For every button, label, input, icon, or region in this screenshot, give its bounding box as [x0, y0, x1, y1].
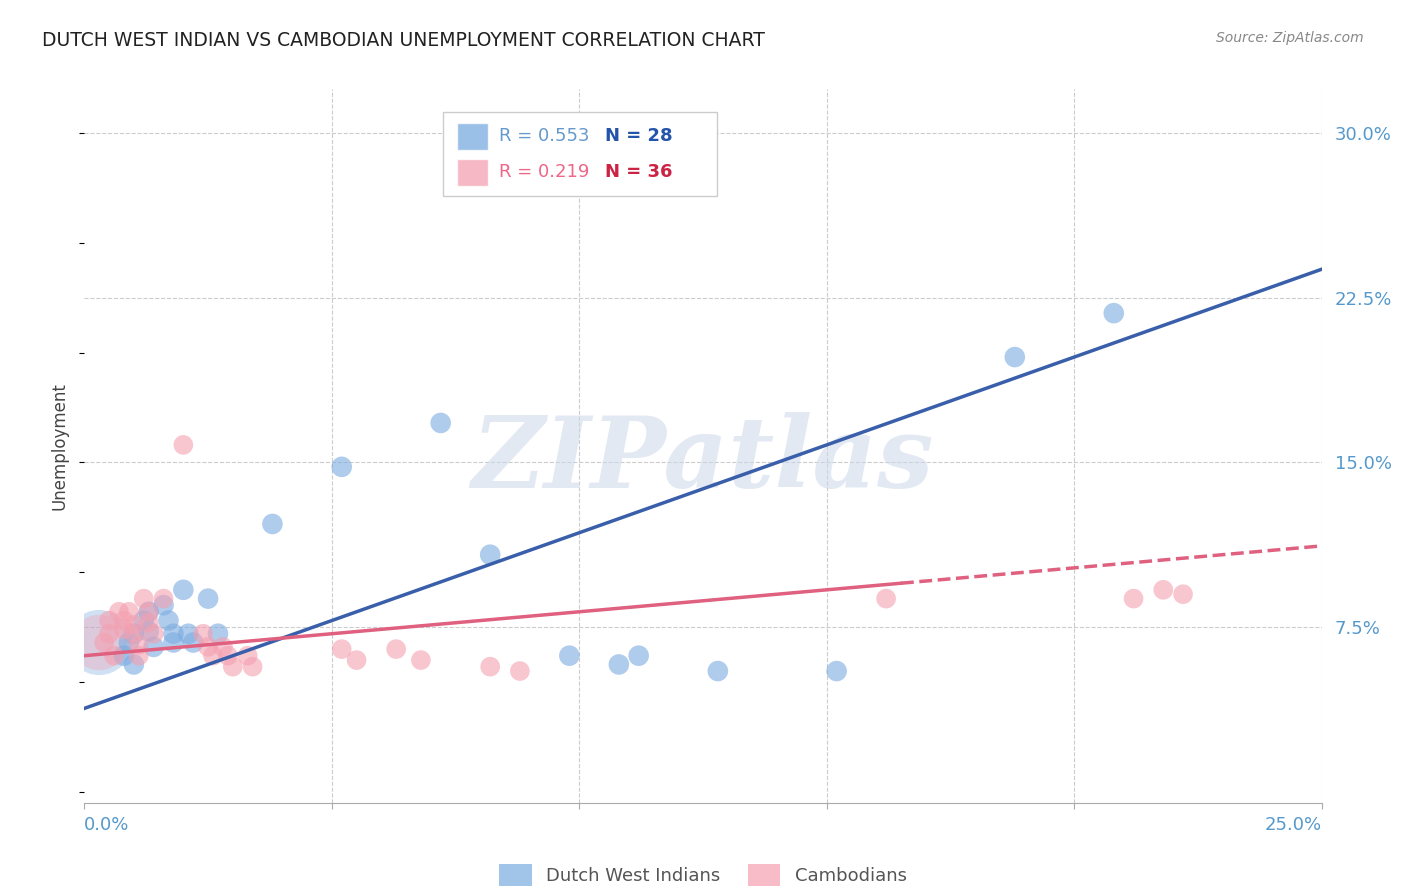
Point	[152, 591, 174, 606]
Point	[627, 648, 650, 663]
Legend: Dutch West Indians, Cambodians: Dutch West Indians, Cambodians	[492, 857, 914, 892]
Point	[138, 605, 160, 619]
Point	[479, 548, 502, 562]
Point	[191, 626, 214, 640]
Text: DUTCH WEST INDIAN VS CAMBODIAN UNEMPLOYMENT CORRELATION CHART: DUTCH WEST INDIAN VS CAMBODIAN UNEMPLOYM…	[42, 31, 765, 50]
Point	[103, 648, 125, 663]
Point	[558, 648, 581, 663]
Point	[89, 635, 111, 649]
Point	[128, 648, 150, 663]
Point	[122, 626, 145, 640]
Text: 0.0%: 0.0%	[84, 816, 129, 834]
Point	[142, 626, 165, 640]
Point	[108, 605, 131, 619]
Point	[138, 624, 160, 639]
Point	[172, 438, 194, 452]
Point	[330, 459, 353, 474]
Text: N = 36: N = 36	[605, 163, 672, 181]
Point	[1122, 591, 1144, 606]
Point	[118, 605, 141, 619]
Point	[1102, 306, 1125, 320]
Text: R = 0.219: R = 0.219	[499, 163, 589, 181]
Point	[138, 605, 160, 619]
Text: R = 0.553: R = 0.553	[499, 128, 589, 145]
Point	[707, 664, 730, 678]
Point	[509, 664, 531, 678]
Point	[152, 598, 174, 612]
Point	[222, 659, 245, 673]
Point	[202, 648, 225, 663]
Point	[1152, 582, 1174, 597]
Point	[172, 582, 194, 597]
Point	[1171, 587, 1194, 601]
Point	[122, 618, 145, 632]
Point	[162, 626, 184, 640]
Point	[138, 615, 160, 630]
Point	[142, 640, 165, 654]
Point	[89, 635, 111, 649]
Point	[197, 591, 219, 606]
Point	[177, 626, 200, 640]
Point	[128, 638, 150, 652]
Point	[93, 635, 115, 649]
Y-axis label: Unemployment: Unemployment	[51, 382, 69, 510]
Point	[132, 614, 155, 628]
Point	[409, 653, 432, 667]
Point	[1004, 350, 1026, 364]
Point	[217, 648, 239, 663]
Text: ZIPatlas: ZIPatlas	[472, 412, 934, 508]
Text: N = 28: N = 28	[605, 128, 672, 145]
Point	[98, 626, 121, 640]
Point	[122, 657, 145, 672]
Point	[112, 648, 135, 663]
Point	[236, 648, 259, 663]
Point	[181, 635, 204, 649]
Point	[262, 516, 284, 531]
Point	[212, 640, 235, 654]
Point	[118, 635, 141, 649]
Text: Source: ZipAtlas.com: Source: ZipAtlas.com	[1216, 31, 1364, 45]
Point	[112, 614, 135, 628]
Point	[825, 664, 848, 678]
Point	[607, 657, 630, 672]
Point	[112, 623, 135, 637]
Point	[157, 614, 180, 628]
Point	[242, 659, 264, 673]
Point	[197, 640, 219, 654]
Point	[385, 642, 408, 657]
Point	[479, 659, 502, 673]
Text: 25.0%: 25.0%	[1264, 816, 1322, 834]
Point	[875, 591, 897, 606]
Point	[122, 626, 145, 640]
Point	[346, 653, 368, 667]
Point	[132, 591, 155, 606]
Point	[207, 626, 229, 640]
Point	[429, 416, 451, 430]
Point	[330, 642, 353, 657]
Point	[162, 635, 184, 649]
Point	[98, 614, 121, 628]
